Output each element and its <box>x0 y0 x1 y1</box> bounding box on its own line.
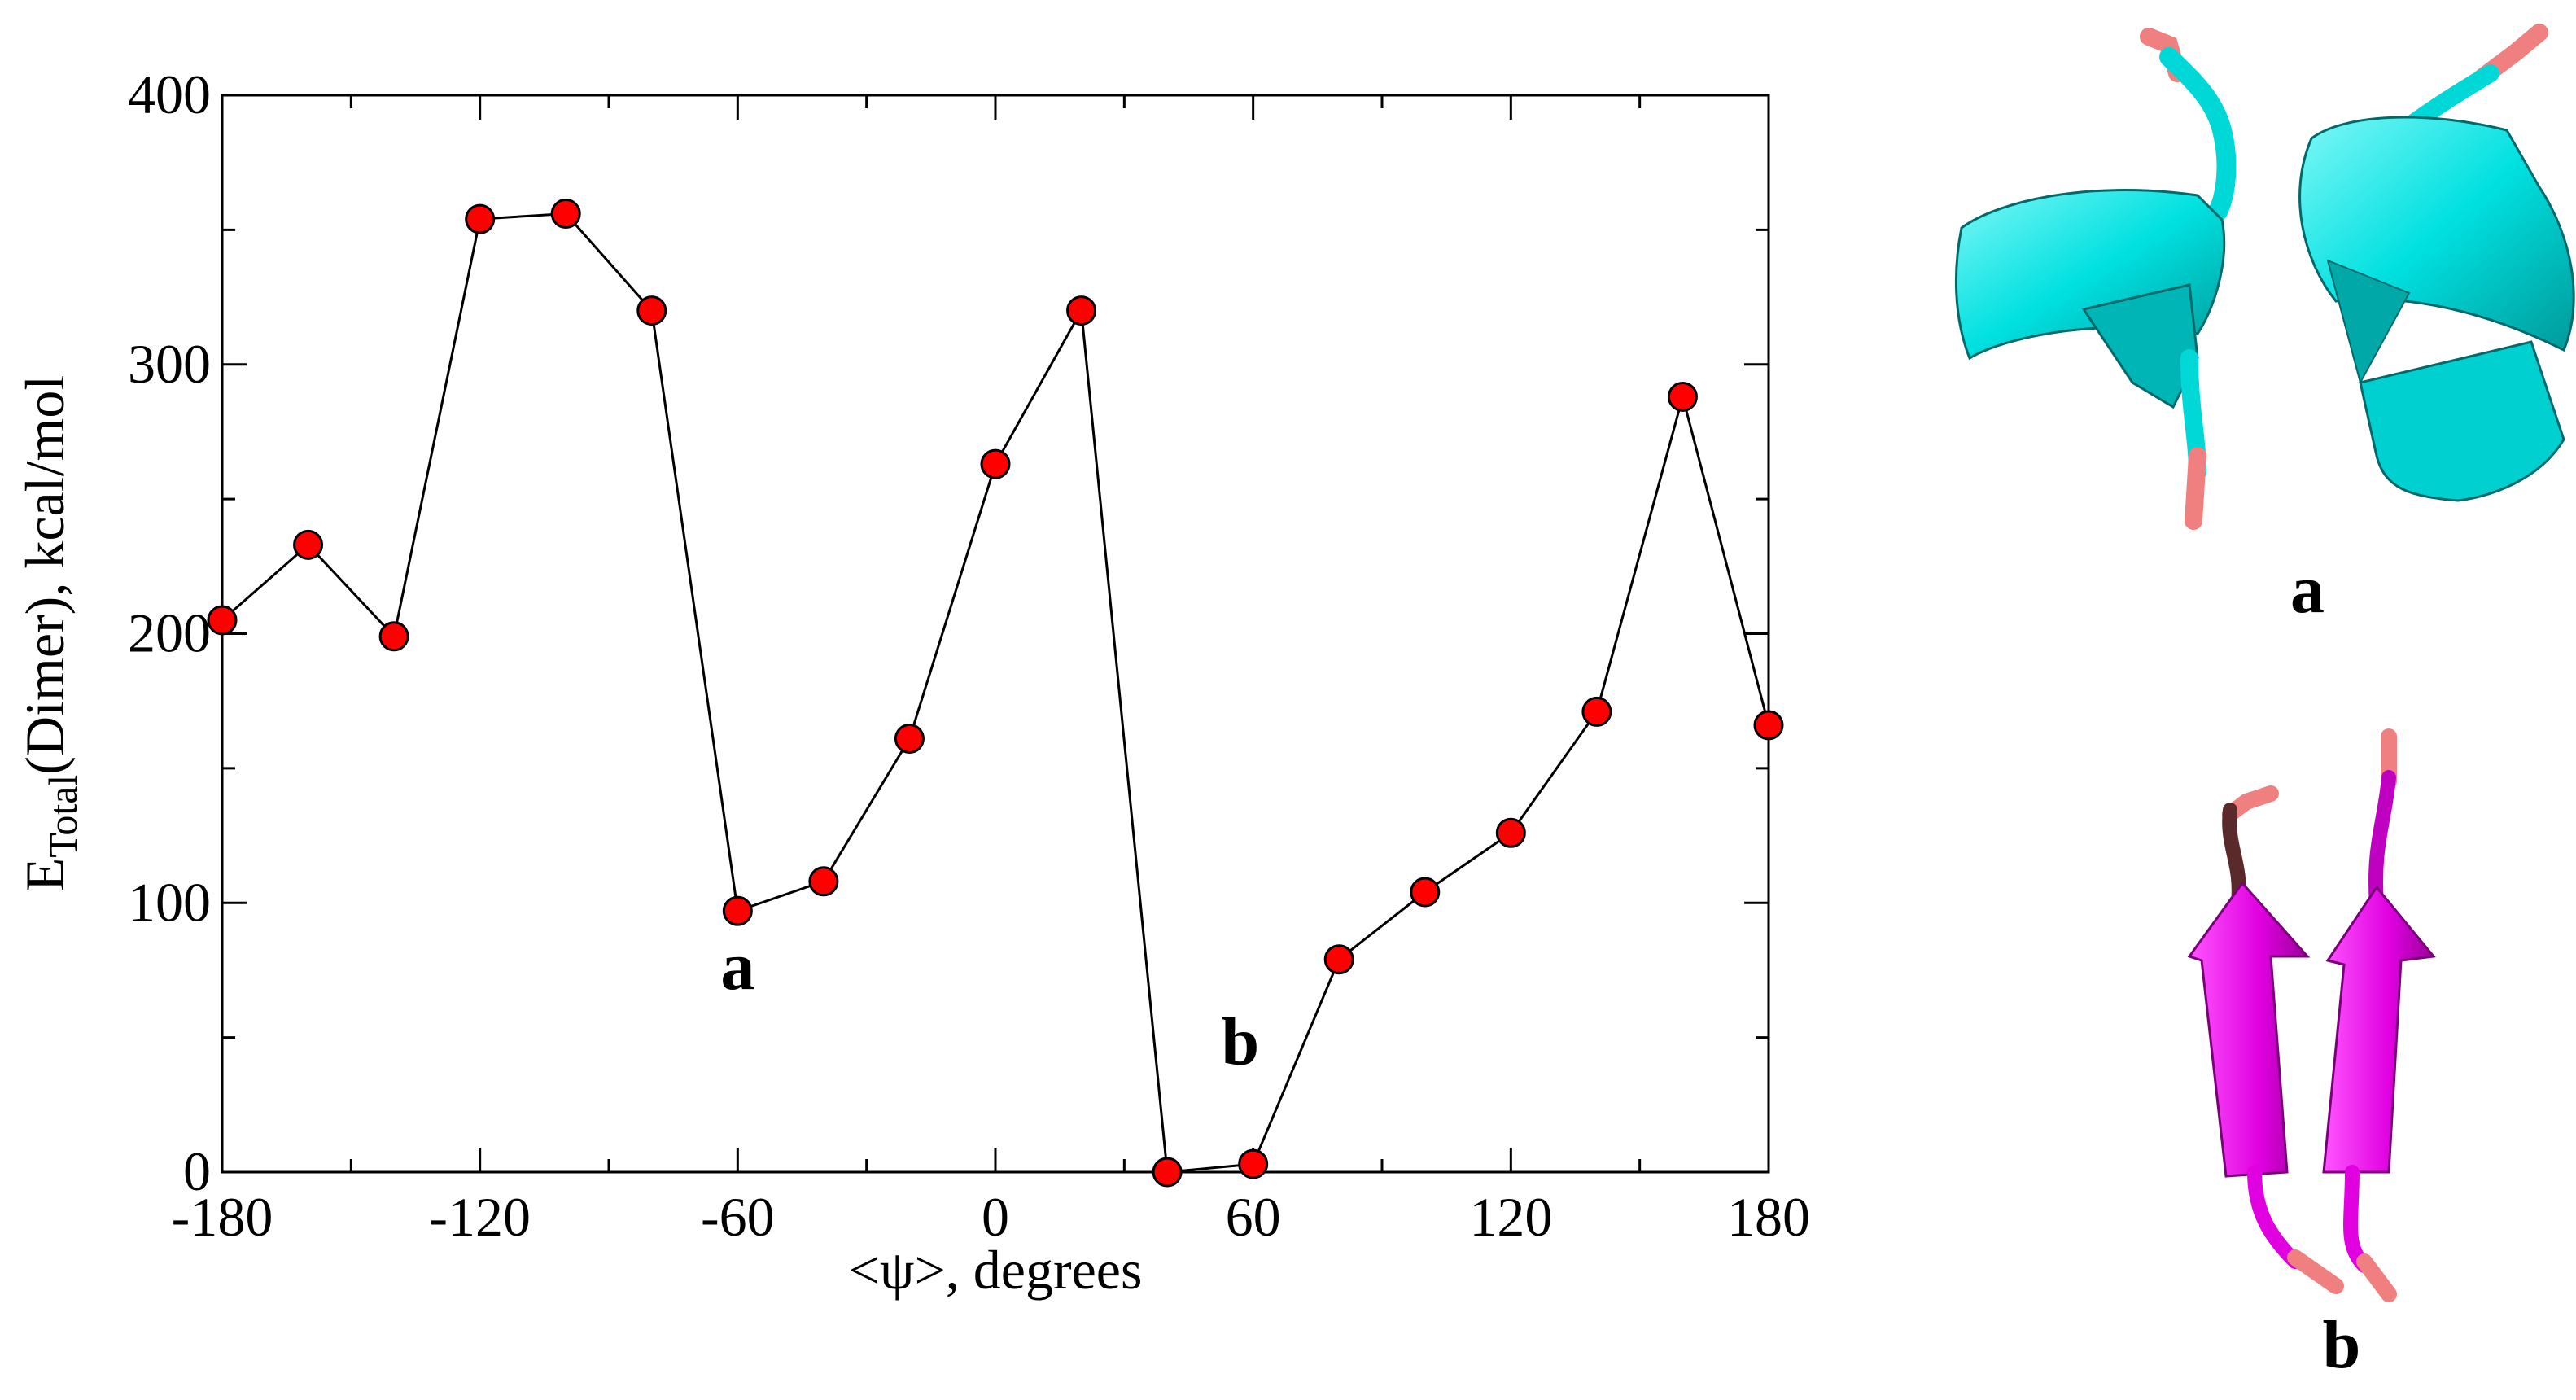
data-point <box>465 203 496 234</box>
y-tick-label: 200 <box>128 602 211 664</box>
x-axis-label: <ψ>, degrees <box>849 1239 1143 1301</box>
data-point <box>980 448 1011 479</box>
data-point <box>1152 1157 1183 1188</box>
data-point <box>293 529 324 560</box>
data-point <box>636 295 667 326</box>
y-axis-label: ETotal(Dimer), kcal/mol <box>14 375 85 892</box>
data-point <box>1753 710 1784 741</box>
axis-ticks <box>221 94 1770 1174</box>
point-annotation: b <box>1221 1004 1259 1080</box>
y-tick-label: 0 <box>183 1140 211 1202</box>
x-tick-label: -60 <box>701 1186 775 1248</box>
x-tick-label: 180 <box>1727 1186 1810 1248</box>
tick-labels: -180 -120 -60 0 60 120 180 0 100 200 300 400 <box>128 63 1810 1248</box>
x-tick-label: 60 <box>1226 1186 1281 1248</box>
y-axis-label-main: E <box>14 858 76 892</box>
structure-a-label: a <box>2290 552 2325 628</box>
structure-b-strand-dimer: b <box>2187 728 2436 1383</box>
y-axis-label-rest: (Dimer), kcal/mol <box>14 375 76 775</box>
structure-b-label: b <box>2323 1307 2361 1383</box>
plot-frame <box>221 94 1770 1174</box>
data-point <box>894 723 925 754</box>
y-tick-label: 100 <box>128 871 211 933</box>
data-point <box>808 866 839 897</box>
data-point <box>378 621 409 652</box>
structure-a-helix-dimer: a <box>1954 24 2575 628</box>
data-markers <box>207 199 1784 1188</box>
y-tick-label: 300 <box>128 333 211 395</box>
data-point <box>1238 1148 1269 1179</box>
point-annotations: ab <box>720 929 1259 1080</box>
data-point <box>1581 696 1612 727</box>
data-point <box>1410 877 1441 908</box>
data-point <box>207 605 238 636</box>
x-tick-label: -120 <box>429 1186 531 1248</box>
y-tick-label: 400 <box>128 63 211 125</box>
data-point <box>1667 381 1698 412</box>
data-point <box>1323 944 1354 975</box>
series-line <box>221 212 1770 1174</box>
x-tick-label: 0 <box>982 1186 1009 1248</box>
x-tick-label: -180 <box>172 1186 273 1248</box>
y-axis-label-sub: Total <box>40 775 85 858</box>
point-annotation: a <box>720 929 754 1004</box>
data-point <box>722 895 753 926</box>
data-point <box>1495 817 1526 848</box>
data-point <box>550 199 581 230</box>
data-point <box>1066 295 1097 326</box>
x-tick-label: 120 <box>1469 1186 1552 1248</box>
